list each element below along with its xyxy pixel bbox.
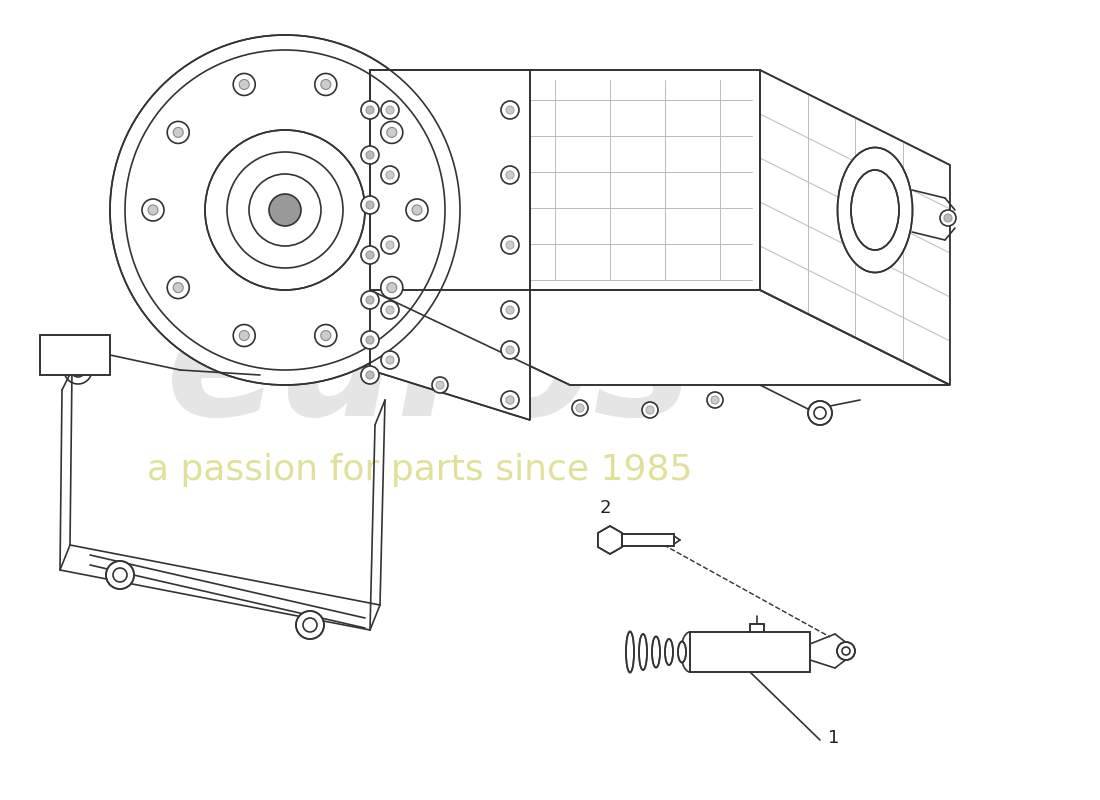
Circle shape (381, 122, 403, 143)
Circle shape (361, 291, 379, 309)
Circle shape (366, 251, 374, 259)
Circle shape (940, 210, 956, 226)
Circle shape (500, 101, 519, 119)
Polygon shape (370, 70, 530, 420)
Circle shape (361, 331, 379, 349)
Circle shape (321, 79, 331, 90)
Circle shape (205, 130, 365, 290)
Circle shape (386, 306, 394, 314)
Circle shape (711, 396, 719, 404)
Circle shape (944, 214, 952, 222)
Circle shape (361, 146, 379, 164)
Circle shape (239, 330, 250, 341)
Circle shape (406, 199, 428, 221)
Circle shape (506, 306, 514, 314)
Ellipse shape (851, 170, 899, 250)
Circle shape (361, 366, 379, 384)
Circle shape (500, 236, 519, 254)
Text: 1: 1 (828, 729, 839, 747)
Polygon shape (598, 526, 623, 554)
Circle shape (500, 301, 519, 319)
Circle shape (381, 277, 403, 298)
Circle shape (366, 296, 374, 304)
Circle shape (436, 381, 444, 389)
Circle shape (366, 336, 374, 344)
Bar (690, 632, 810, 672)
Circle shape (233, 325, 255, 346)
Circle shape (386, 241, 394, 249)
Circle shape (412, 205, 422, 215)
Circle shape (381, 166, 399, 184)
Polygon shape (621, 534, 674, 546)
Circle shape (106, 561, 134, 589)
Circle shape (381, 236, 399, 254)
Polygon shape (40, 335, 110, 375)
Ellipse shape (626, 631, 634, 673)
Circle shape (296, 611, 324, 639)
Circle shape (506, 241, 514, 249)
Circle shape (315, 325, 337, 346)
Text: euros: euros (166, 289, 694, 451)
Circle shape (270, 194, 301, 226)
Circle shape (361, 101, 379, 119)
Bar (690, 632, 810, 672)
Circle shape (381, 301, 399, 319)
Circle shape (386, 106, 394, 114)
Circle shape (506, 396, 514, 404)
Circle shape (173, 282, 184, 293)
Ellipse shape (678, 642, 686, 662)
Circle shape (142, 199, 164, 221)
Circle shape (381, 351, 399, 369)
Circle shape (366, 201, 374, 209)
Circle shape (506, 396, 514, 404)
Circle shape (239, 79, 250, 90)
Polygon shape (760, 70, 950, 385)
Circle shape (572, 400, 588, 416)
Circle shape (387, 127, 397, 138)
Circle shape (366, 151, 374, 159)
Circle shape (837, 642, 855, 660)
Ellipse shape (652, 637, 660, 667)
Circle shape (808, 401, 832, 425)
Circle shape (366, 371, 374, 379)
Circle shape (366, 106, 374, 114)
Circle shape (506, 346, 514, 354)
Circle shape (500, 341, 519, 359)
Circle shape (707, 392, 723, 408)
Circle shape (432, 377, 448, 393)
Bar (750, 624, 764, 632)
Circle shape (386, 171, 394, 179)
Circle shape (173, 127, 184, 138)
Polygon shape (370, 70, 760, 290)
Circle shape (361, 196, 379, 214)
Ellipse shape (639, 634, 647, 670)
Circle shape (502, 392, 518, 408)
Ellipse shape (837, 147, 913, 273)
Circle shape (381, 101, 399, 119)
Circle shape (315, 74, 337, 95)
Circle shape (386, 356, 394, 364)
Text: a passion for parts since 1985: a passion for parts since 1985 (147, 453, 693, 487)
Circle shape (576, 404, 584, 412)
Circle shape (500, 391, 519, 409)
Circle shape (646, 406, 654, 414)
Circle shape (387, 282, 397, 293)
Circle shape (500, 166, 519, 184)
Circle shape (167, 122, 189, 143)
Text: 2: 2 (600, 499, 610, 517)
Circle shape (321, 330, 331, 341)
Circle shape (167, 277, 189, 298)
Circle shape (642, 402, 658, 418)
Polygon shape (370, 290, 950, 385)
Circle shape (361, 246, 379, 264)
Circle shape (506, 106, 514, 114)
Circle shape (110, 35, 460, 385)
Ellipse shape (666, 639, 673, 665)
Bar (750, 624, 764, 632)
Circle shape (233, 74, 255, 95)
Circle shape (506, 171, 514, 179)
Circle shape (148, 205, 158, 215)
